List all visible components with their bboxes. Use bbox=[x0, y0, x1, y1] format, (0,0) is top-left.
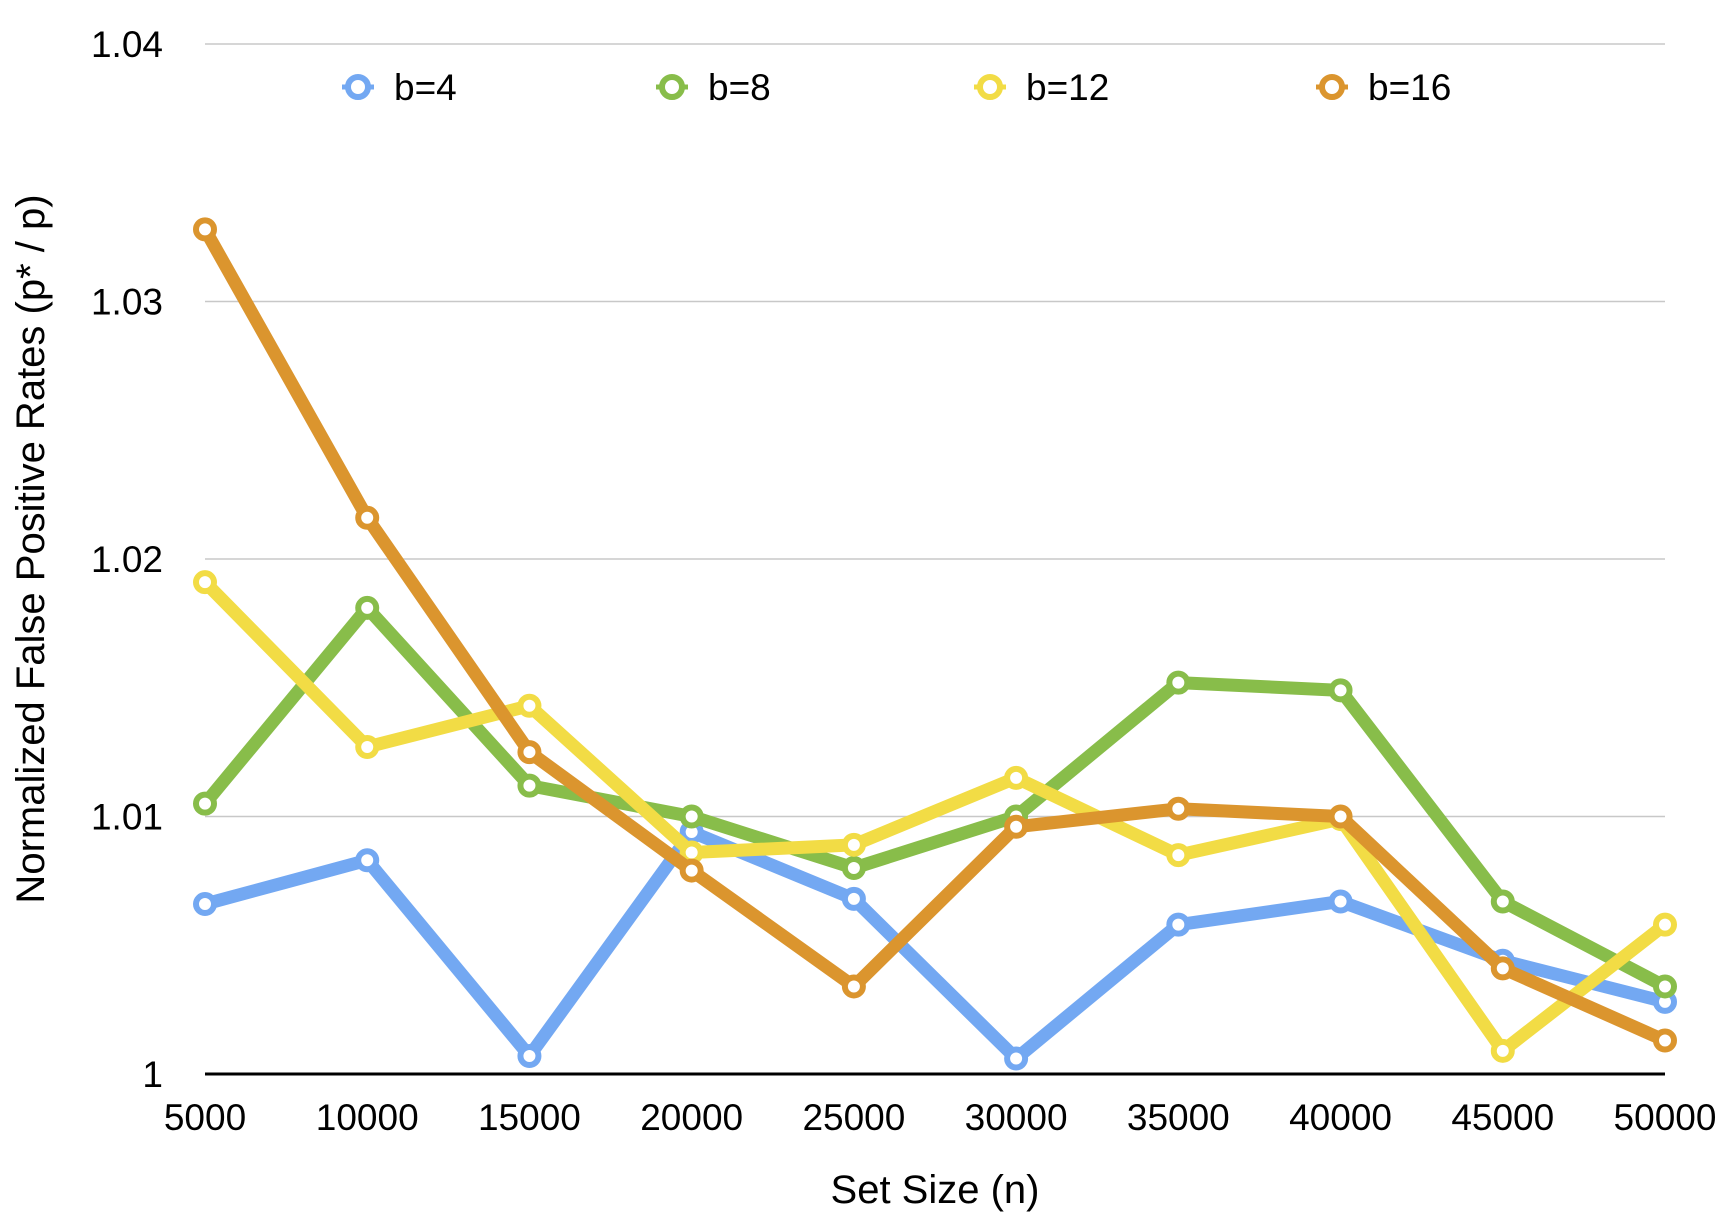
series-b=16 bbox=[193, 217, 1677, 1053]
series-line bbox=[198, 825, 1672, 1066]
data-point bbox=[193, 791, 217, 816]
legend-label: b=4 bbox=[394, 67, 457, 108]
x-tick-label: 10000 bbox=[316, 1097, 419, 1138]
legend-marker bbox=[659, 74, 685, 100]
data-point bbox=[841, 856, 866, 880]
y-tick-label: 1.02 bbox=[91, 539, 163, 580]
x-tick-label: 5000 bbox=[164, 1097, 246, 1138]
data-point bbox=[193, 892, 217, 917]
data-point bbox=[355, 734, 380, 759]
data-point bbox=[355, 595, 380, 620]
data-point bbox=[193, 217, 217, 242]
gridlines bbox=[205, 43, 1665, 818]
data-point bbox=[1166, 912, 1191, 937]
x-tick-label: 20000 bbox=[640, 1097, 743, 1138]
legend-item: b=12 bbox=[974, 67, 1109, 108]
x-tick-label: 50000 bbox=[1614, 1097, 1717, 1138]
data-point bbox=[193, 570, 217, 595]
data-point bbox=[355, 848, 380, 873]
x-tick-label: 15000 bbox=[478, 1097, 581, 1138]
data-point bbox=[1166, 843, 1191, 868]
legend-item: b=4 bbox=[342, 67, 457, 108]
series-line bbox=[198, 601, 1672, 993]
data-point bbox=[517, 773, 542, 798]
x-tick-label: 35000 bbox=[1127, 1097, 1230, 1138]
y-tick-label: 1.01 bbox=[91, 797, 163, 838]
data-point bbox=[1328, 804, 1353, 829]
data-point bbox=[1004, 1046, 1029, 1071]
y-tick-label: 1.03 bbox=[91, 282, 163, 323]
legend-marker bbox=[977, 74, 1003, 100]
data-point bbox=[517, 740, 542, 765]
data-point bbox=[1004, 814, 1029, 839]
legend-marker bbox=[1319, 74, 1345, 100]
legend: b=4 b=8 b=12 b=16 bbox=[342, 67, 1451, 108]
data-point bbox=[1653, 1028, 1677, 1053]
data-point bbox=[679, 804, 704, 829]
data-point bbox=[841, 886, 866, 911]
y-axis-title: Normalized False Positive Rates (p* / p) bbox=[9, 194, 53, 903]
data-point bbox=[1328, 678, 1353, 703]
data-point bbox=[1004, 765, 1029, 790]
x-tick-label: 30000 bbox=[965, 1097, 1068, 1138]
data-point bbox=[517, 693, 542, 718]
legend-label: b=8 bbox=[708, 67, 771, 108]
data-point bbox=[1490, 956, 1515, 981]
legend-item: b=16 bbox=[1316, 67, 1451, 108]
legend-label: b=12 bbox=[1026, 67, 1109, 108]
series-lines bbox=[193, 217, 1677, 1071]
data-point bbox=[1653, 974, 1677, 999]
legend-label: b=16 bbox=[1368, 67, 1451, 108]
data-point bbox=[841, 974, 866, 999]
x-tick-label: 40000 bbox=[1289, 1097, 1392, 1138]
series-b=8 bbox=[193, 595, 1677, 999]
data-point bbox=[517, 1043, 542, 1068]
data-point bbox=[841, 832, 866, 857]
data-point bbox=[1166, 670, 1191, 695]
series-line bbox=[198, 575, 1672, 1058]
x-axis-title: Set Size (n) bbox=[831, 1168, 1040, 1212]
data-point bbox=[1166, 796, 1191, 821]
data-point bbox=[679, 858, 704, 883]
y-tick-label: 1 bbox=[142, 1054, 163, 1095]
legend-item: b=8 bbox=[656, 67, 771, 108]
data-point bbox=[1490, 1038, 1515, 1063]
series-b=4 bbox=[193, 819, 1677, 1071]
data-point bbox=[1328, 889, 1353, 914]
legend-marker bbox=[345, 74, 371, 100]
axes: 1 1.01 1.02 1.03 1.04 5000 10000 15000 20000 2500… bbox=[91, 24, 1716, 1138]
y-tick-label: 1.04 bbox=[91, 24, 163, 65]
x-tick-label: 25000 bbox=[802, 1097, 905, 1138]
data-point bbox=[355, 505, 380, 530]
x-tick-label: 45000 bbox=[1451, 1097, 1554, 1138]
data-point bbox=[1653, 912, 1677, 937]
series-line bbox=[198, 222, 1672, 1048]
data-point bbox=[1490, 889, 1515, 914]
